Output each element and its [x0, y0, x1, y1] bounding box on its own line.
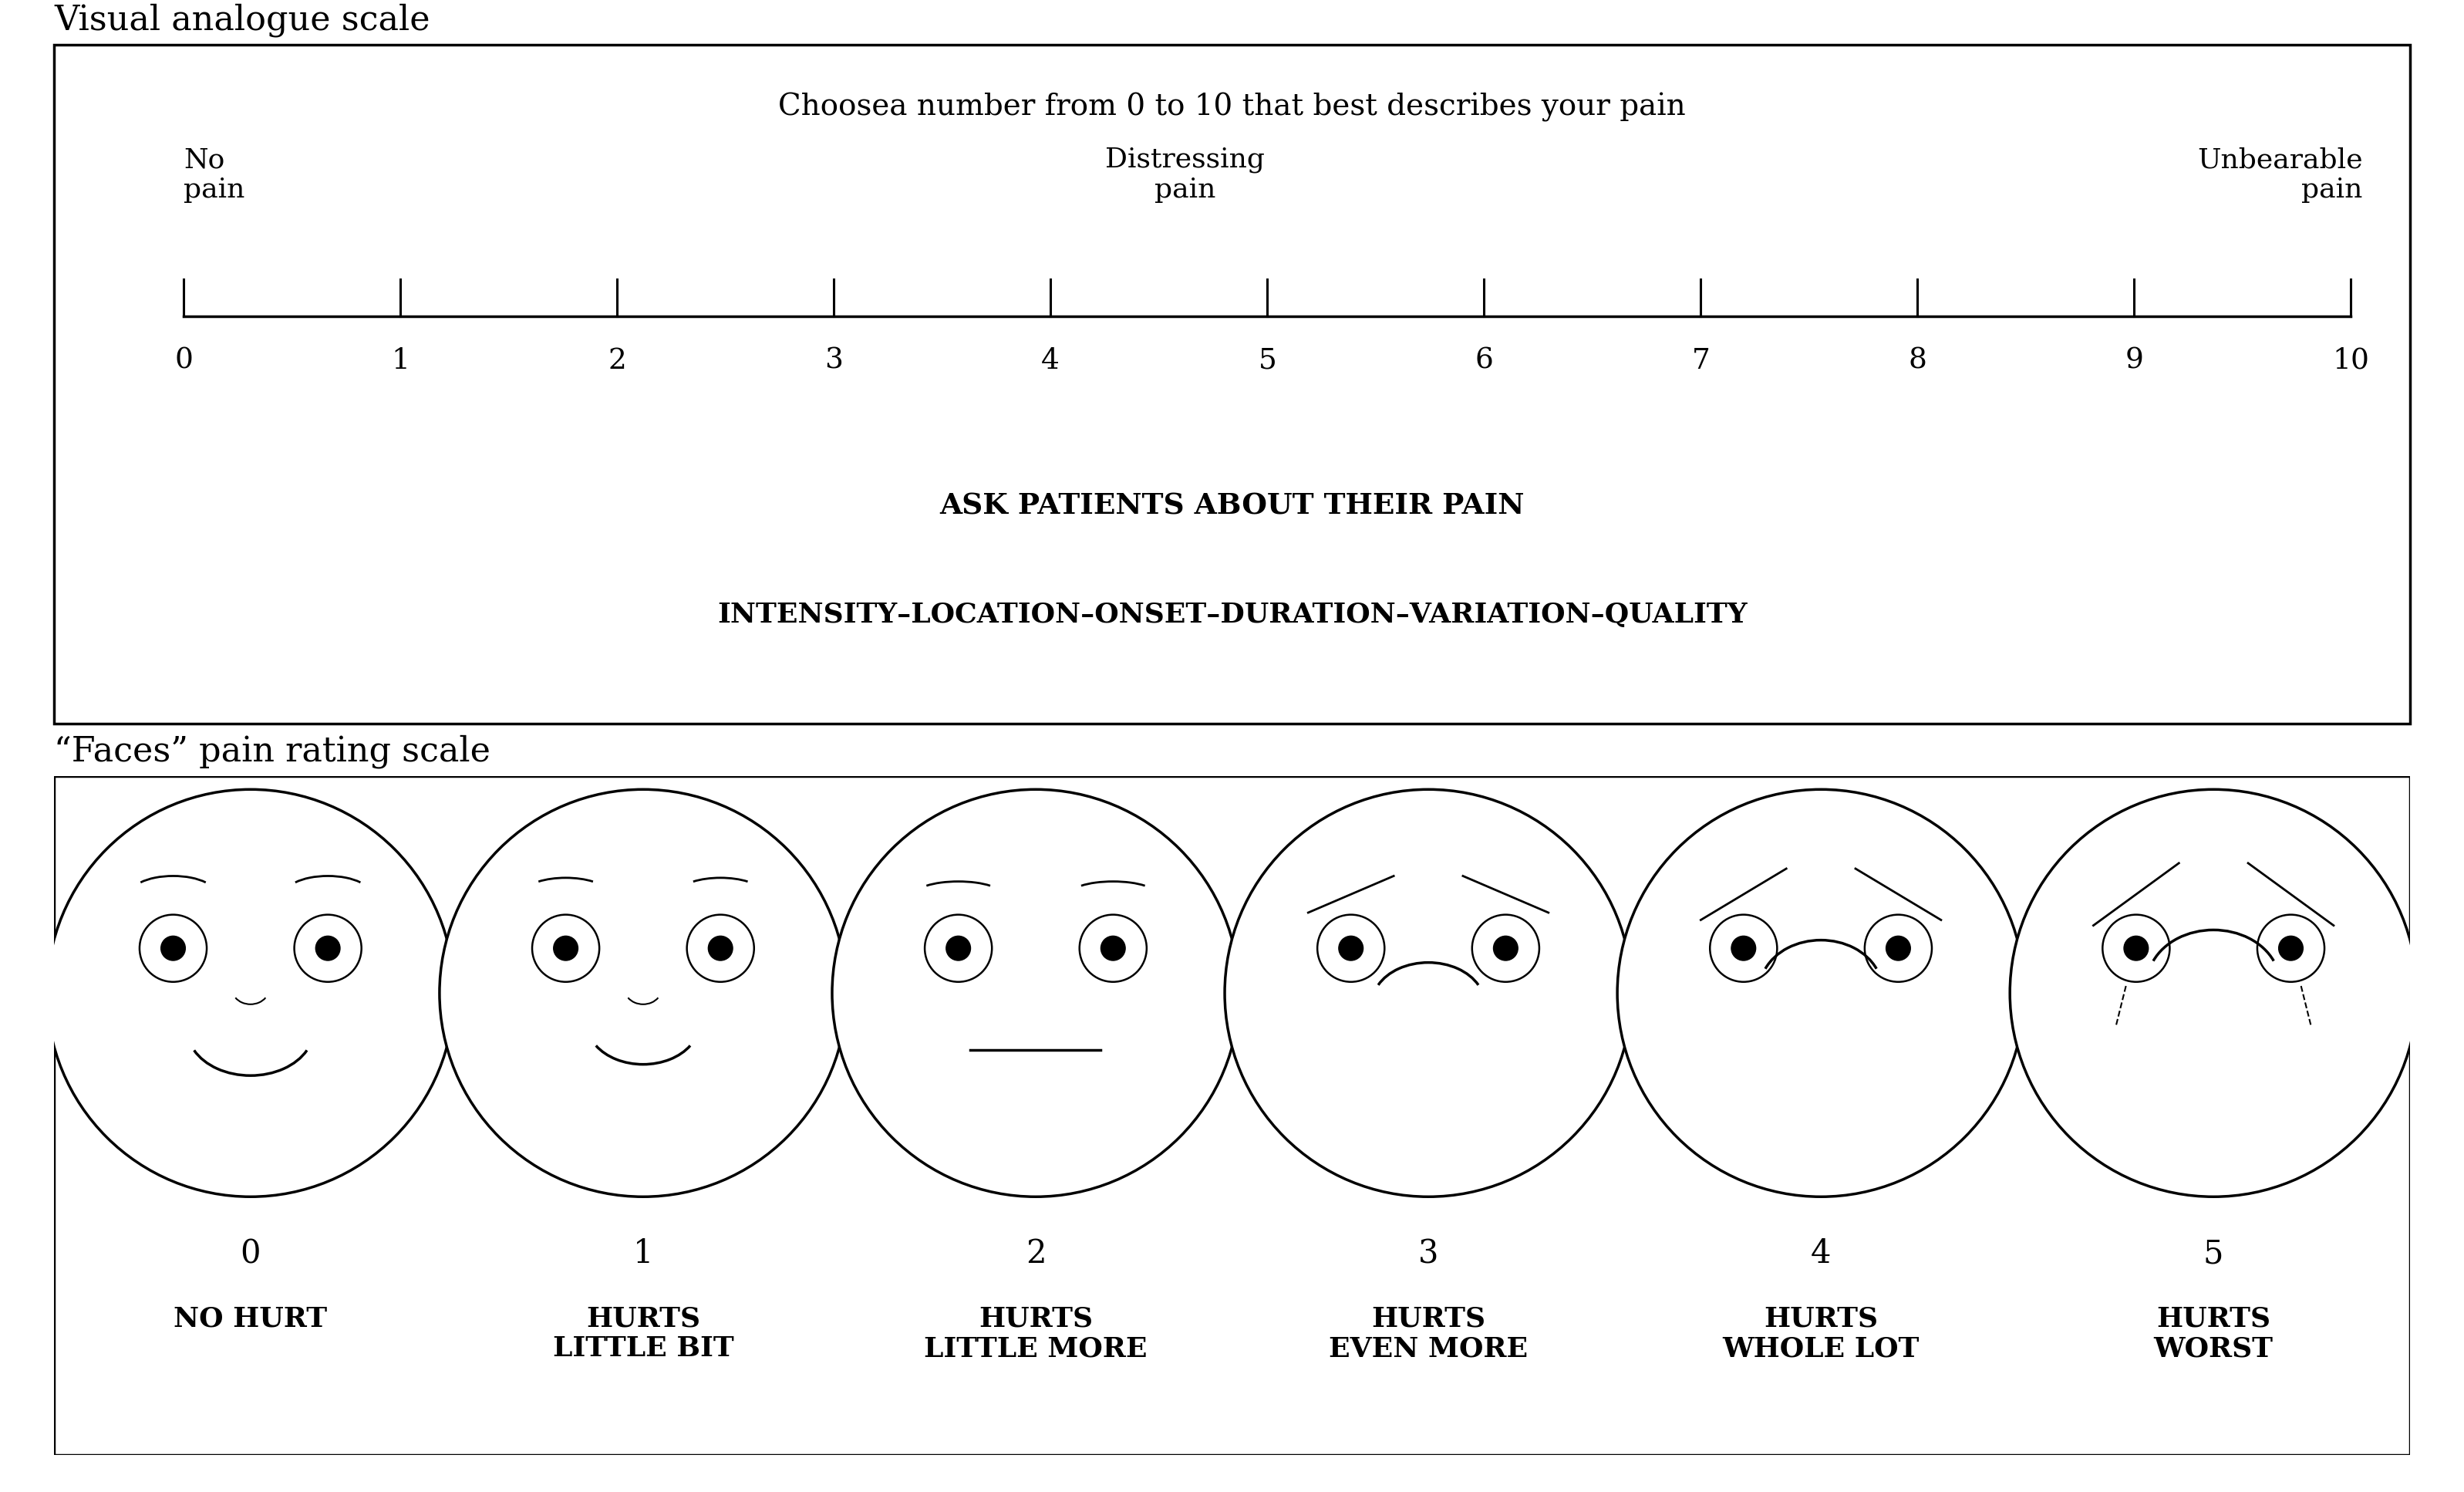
Text: 10: 10	[2333, 346, 2370, 374]
Circle shape	[1225, 789, 1631, 1197]
Text: HURTS
WHOLE LOT: HURTS WHOLE LOT	[1722, 1306, 1919, 1362]
Circle shape	[2011, 789, 2417, 1197]
Circle shape	[2124, 935, 2149, 961]
Text: Visual analogue scale: Visual analogue scale	[54, 3, 431, 37]
Text: INTENSITY–LOCATION–ONSET–DURATION–VARIATION–QUALITY: INTENSITY–LOCATION–ONSET–DURATION–VARIAT…	[717, 601, 1747, 628]
Text: Unbearable
pain: Unbearable pain	[2198, 146, 2363, 203]
Text: 1: 1	[633, 1237, 653, 1270]
Circle shape	[707, 935, 732, 961]
Text: “Faces” pain rating scale: “Faces” pain rating scale	[54, 734, 490, 768]
Text: 0: 0	[241, 1237, 261, 1270]
Text: 4: 4	[1811, 1237, 1831, 1270]
Circle shape	[1338, 935, 1363, 961]
Text: 7: 7	[1693, 346, 1710, 374]
Text: HURTS
WORST: HURTS WORST	[2154, 1306, 2274, 1362]
Text: 4: 4	[1042, 346, 1060, 374]
Circle shape	[47, 789, 453, 1197]
FancyBboxPatch shape	[54, 776, 2410, 1455]
FancyBboxPatch shape	[54, 45, 2410, 724]
Text: 5: 5	[1259, 346, 1276, 374]
Circle shape	[1493, 935, 1518, 961]
Text: ASK PATIENTS ABOUT THEIR PAIN: ASK PATIENTS ABOUT THEIR PAIN	[939, 492, 1525, 521]
Circle shape	[1101, 935, 1126, 961]
Text: Choosea number from 0 to 10 that best describes your pain: Choosea number from 0 to 10 that best de…	[779, 93, 1685, 121]
Circle shape	[554, 935, 579, 961]
Text: NO HURT: NO HURT	[175, 1306, 328, 1331]
Text: 2: 2	[609, 346, 626, 374]
Text: HURTS
LITTLE BIT: HURTS LITTLE BIT	[552, 1306, 734, 1362]
Text: HURTS
EVEN MORE: HURTS EVEN MORE	[1328, 1306, 1528, 1362]
Text: HURTS
LITTLE MORE: HURTS LITTLE MORE	[924, 1306, 1148, 1362]
Text: 3: 3	[1419, 1237, 1439, 1270]
Text: 2: 2	[1025, 1237, 1045, 1270]
Text: 3: 3	[825, 346, 843, 374]
Text: Distressing
pain: Distressing pain	[1106, 146, 1264, 203]
Circle shape	[160, 935, 185, 961]
Circle shape	[2279, 935, 2304, 961]
Text: 9: 9	[2124, 346, 2144, 374]
Circle shape	[1732, 935, 1757, 961]
Circle shape	[946, 935, 971, 961]
Circle shape	[439, 789, 848, 1197]
Circle shape	[833, 789, 1239, 1197]
Circle shape	[1616, 789, 2025, 1197]
Text: 1: 1	[392, 346, 409, 374]
Text: No
pain: No pain	[185, 146, 244, 203]
Circle shape	[1885, 935, 1910, 961]
Circle shape	[315, 935, 340, 961]
Text: 0: 0	[175, 346, 192, 374]
Text: 5: 5	[2203, 1237, 2223, 1270]
Text: 8: 8	[1907, 346, 1927, 374]
Text: 6: 6	[1476, 346, 1493, 374]
